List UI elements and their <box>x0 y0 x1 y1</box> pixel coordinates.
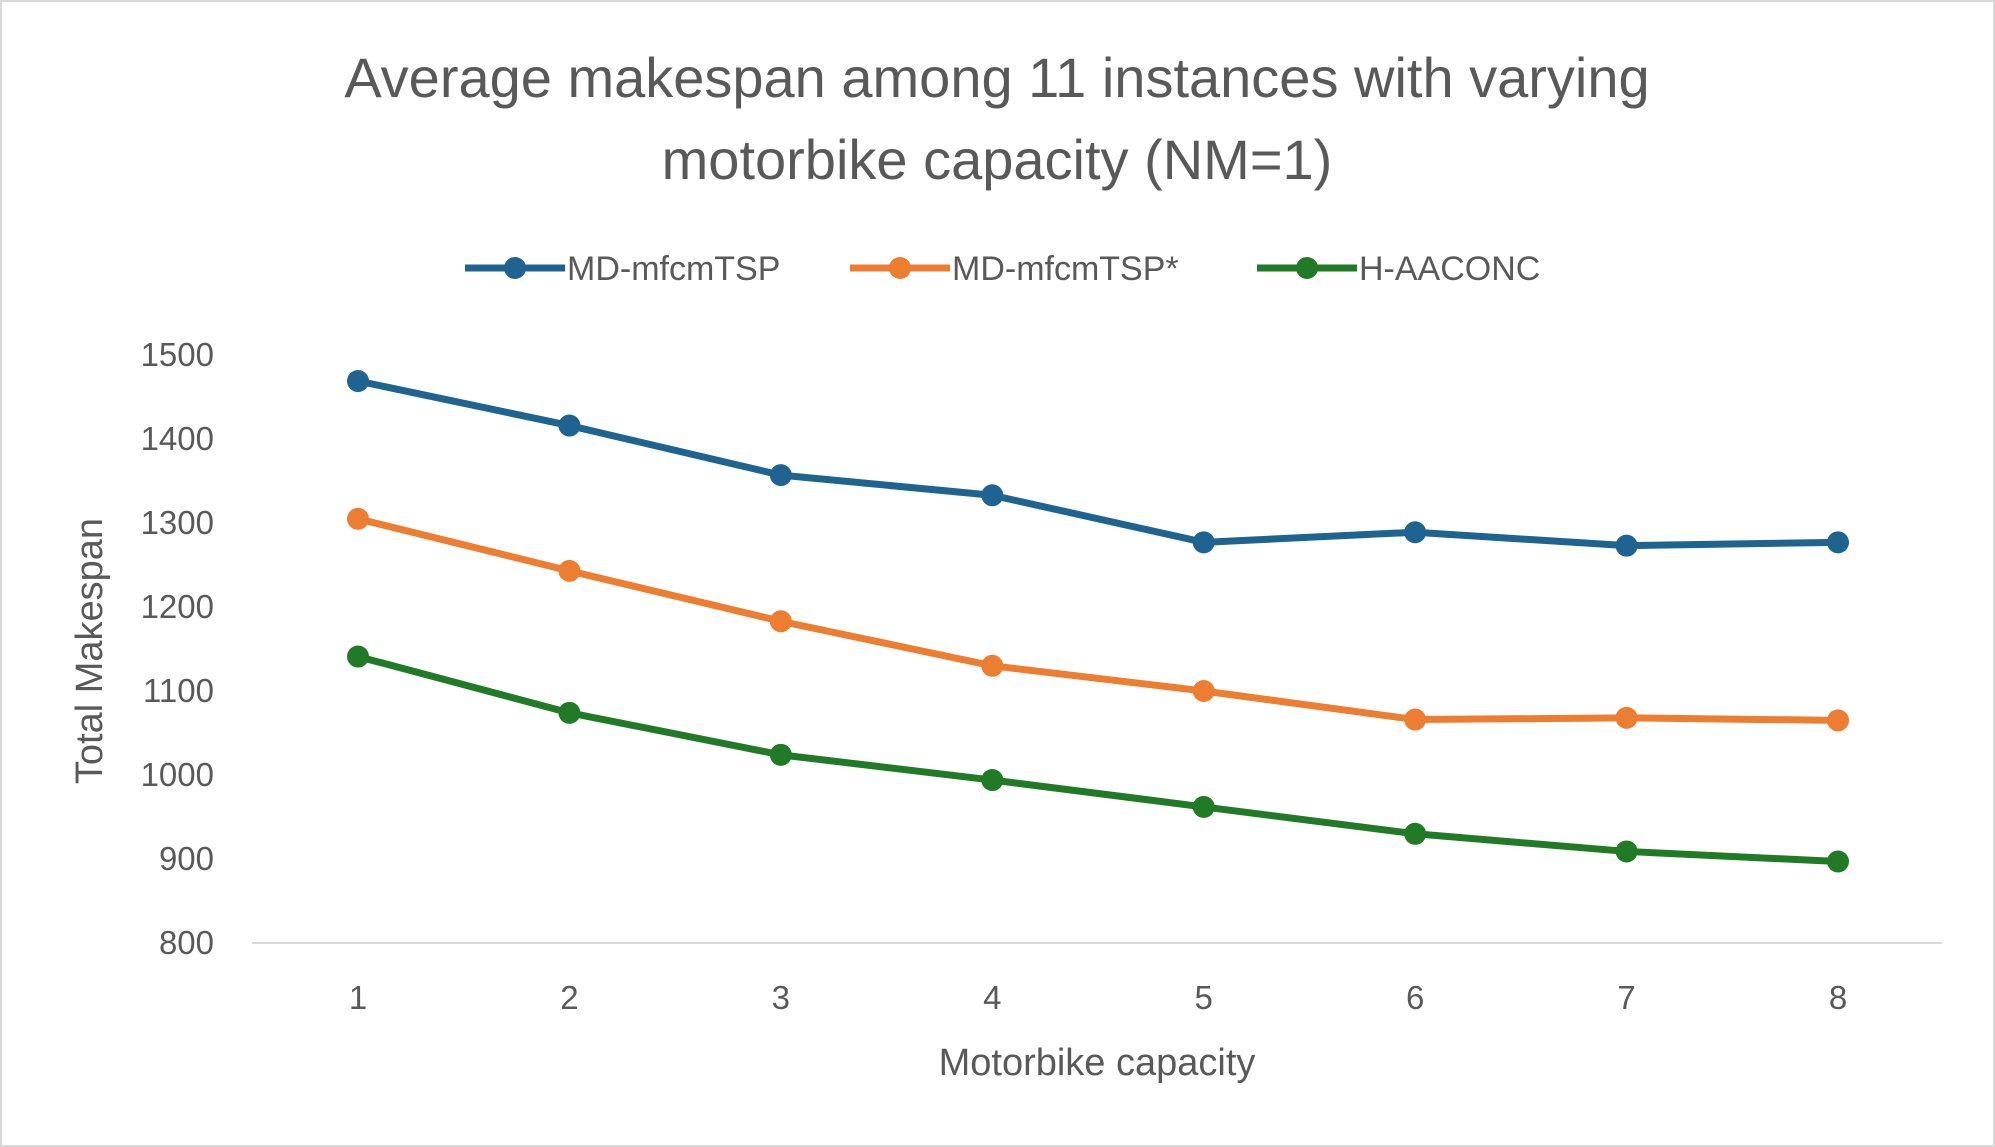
chart-title-line-1: Average makespan among 11 instances with… <box>344 46 1649 109</box>
series-line-md-mfcmtsp <box>354 377 1842 550</box>
data-point-md-mfcmtsp-star <box>1404 708 1427 731</box>
data-point-md-mfcmtsp-star <box>981 654 1004 677</box>
x-tick-label: 4 <box>983 979 1001 1016</box>
data-point-h-aaconc <box>1404 822 1427 845</box>
data-point-h-aaconc <box>981 769 1004 792</box>
legend-label-md-mfcmtsp: MD-mfcmTSP <box>567 250 780 288</box>
data-point-h-aaconc <box>1827 850 1849 873</box>
x-axis-ticks: 1 2 3 4 5 6 7 8 <box>349 979 1847 1016</box>
series-line-h-aaconc <box>354 653 1842 866</box>
data-point-md-mfcmtsp-star <box>558 559 581 582</box>
data-point-h-aaconc <box>1615 840 1638 863</box>
data-point-md-mfcmtsp <box>347 370 369 393</box>
chart-legend: MD-mfcmTSP MD-mfcmTSP* H-AACONC <box>465 250 1540 288</box>
series-group <box>347 370 1849 873</box>
x-tick-label: 6 <box>1406 979 1424 1016</box>
y-tick-label: 1000 <box>141 756 214 793</box>
legend-marker-md-mfcmtsp-star <box>889 257 911 279</box>
x-tick-label: 5 <box>1195 979 1213 1016</box>
legend-item-h-aaconc: H-AACONC <box>1257 250 1540 288</box>
data-point-md-mfcmtsp <box>1192 531 1215 554</box>
data-point-h-aaconc <box>769 743 792 766</box>
x-tick-label: 2 <box>560 979 578 1016</box>
legend-marker-h-aaconc <box>1296 257 1318 279</box>
x-tick-label: 8 <box>1829 979 1847 1016</box>
data-point-h-aaconc <box>1192 795 1215 818</box>
data-point-md-mfcmtsp-star <box>1615 706 1638 729</box>
data-point-md-mfcmtsp <box>1404 521 1427 544</box>
data-point-md-mfcmtsp <box>981 484 1004 507</box>
data-point-md-mfcmtsp <box>1615 534 1638 557</box>
data-point-md-mfcmtsp-star <box>347 507 369 530</box>
series-h-aaconc <box>347 645 1849 873</box>
data-point-md-mfcmtsp <box>1827 531 1849 554</box>
legend-item-md-mfcmtsp-star: MD-mfcmTSP* <box>850 250 1179 288</box>
y-tick-label: 900 <box>159 840 214 877</box>
x-tick-label: 1 <box>349 979 367 1016</box>
y-tick-label: 1200 <box>141 588 214 625</box>
legend-marker-md-mfcmtsp <box>504 257 526 279</box>
data-point-h-aaconc <box>558 701 581 724</box>
legend-item-md-mfcmtsp: MD-mfcmTSP <box>465 250 780 288</box>
x-tick-label: 3 <box>772 979 790 1016</box>
y-tick-label: 800 <box>159 924 214 961</box>
series-md-mfcmtsp-star <box>347 507 1849 732</box>
data-point-md-mfcmtsp-star <box>769 610 792 633</box>
data-point-md-mfcmtsp <box>558 414 581 437</box>
data-point-md-mfcmtsp-star <box>1827 709 1849 732</box>
series-line-md-mfcmtsp-star <box>354 515 1842 724</box>
series-md-mfcmtsp <box>347 370 1849 557</box>
y-axis-ticks: 800 900 1000 1100 1200 1300 1400 1500 <box>141 336 214 961</box>
legend-label-md-mfcmtsp-star: MD-mfcmTSP* <box>952 250 1179 288</box>
y-tick-label: 1300 <box>141 504 214 541</box>
x-tick-label: 7 <box>1617 979 1635 1016</box>
legend-label-h-aaconc: H-AACONC <box>1359 250 1540 288</box>
y-tick-label: 1500 <box>141 336 214 373</box>
y-tick-label: 1100 <box>143 672 214 709</box>
data-point-h-aaconc <box>347 645 369 668</box>
data-point-md-mfcmtsp-star <box>1192 680 1215 702</box>
y-axis-label: Total Makespan <box>69 518 111 784</box>
chart-title-line-2: motorbike capacity (NM=1) <box>662 128 1333 191</box>
x-axis-label: Motorbike capacity <box>939 1042 1256 1084</box>
y-tick-label: 1400 <box>141 420 214 457</box>
data-point-md-mfcmtsp <box>769 464 792 487</box>
